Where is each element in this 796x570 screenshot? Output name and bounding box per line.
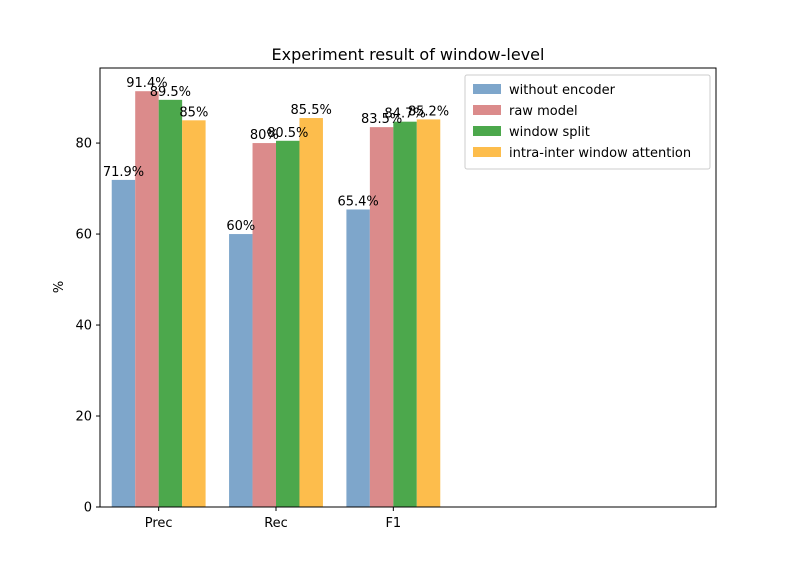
legend-swatch [473, 84, 501, 94]
bar [135, 91, 159, 507]
y-axis-label: % [52, 281, 67, 293]
x-tick-label: Rec [264, 516, 288, 531]
data-label: 85.2% [408, 104, 449, 119]
bar [111, 179, 136, 507]
chart-title: Experiment result of window-level [272, 45, 545, 64]
legend-label: window split [509, 125, 590, 140]
x-tick-label: Prec [145, 516, 173, 531]
bar [299, 118, 323, 507]
legend-label: raw model [509, 104, 578, 119]
data-label: 80.5% [267, 126, 308, 141]
legend-label: intra-inter window attention [509, 146, 691, 161]
data-label: 89.5% [150, 85, 191, 100]
data-labels-group: 71.9% 60% 65.4% 91.4% 80% 83.5% 89.5% 80.5% 84.7… [103, 76, 449, 234]
bar [416, 119, 441, 507]
y-tick-label: 20 [75, 410, 92, 425]
data-label: 84.7% [384, 107, 425, 122]
legend: without encoder raw model window split intr… [464, 74, 711, 170]
bar [369, 127, 394, 507]
y-tick-label: 60 [75, 228, 92, 243]
data-label: 60% [226, 219, 255, 234]
data-label: 91.4% [126, 76, 167, 91]
bars-group [111, 91, 441, 508]
data-label: 71.9% [103, 165, 144, 180]
legend-label: without encoder [509, 83, 616, 98]
x-axis: Prec Rec F1 [145, 507, 401, 531]
bar [229, 234, 253, 508]
data-label: 65.4% [337, 194, 378, 209]
plot-area-frame [99, 67, 717, 508]
y-tick-label: 0 [84, 501, 92, 516]
bar [252, 143, 276, 507]
data-label: 85% [179, 105, 208, 120]
bar [158, 99, 183, 507]
data-label: 80% [250, 128, 279, 143]
bar [276, 140, 300, 508]
legend-frame [464, 74, 711, 170]
legend-swatch [473, 105, 501, 115]
y-tick-label: 40 [75, 319, 92, 334]
y-tick-label: 80 [75, 137, 92, 152]
y-axis: 0 20 40 60 80 [75, 137, 100, 516]
x-tick-label: F1 [385, 516, 401, 531]
legend-swatch [473, 147, 501, 157]
bar [182, 120, 206, 507]
legend-swatch [473, 126, 501, 136]
data-label: 83.5% [361, 112, 402, 127]
bar [393, 121, 417, 508]
bar [346, 209, 370, 508]
data-label: 85.5% [291, 103, 332, 118]
